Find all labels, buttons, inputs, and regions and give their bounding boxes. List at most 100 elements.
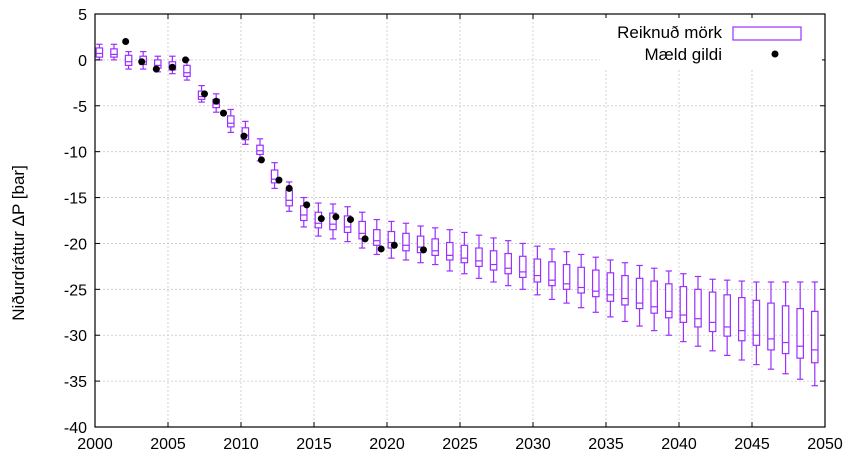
y-tick-label: 5: [78, 7, 87, 24]
box-35: [606, 259, 615, 318]
measured-point: [361, 235, 369, 243]
box-26: [475, 234, 483, 279]
x-tick-label: 2040: [661, 436, 697, 453]
x-tick-label: 2025: [442, 436, 478, 453]
box-body: [737, 296, 746, 342]
measured-point: [275, 176, 283, 184]
y-tick-label: -25: [64, 282, 87, 299]
x-tick-label: 2015: [296, 436, 332, 453]
box-39: [664, 270, 673, 336]
box-body: [270, 169, 279, 184]
x-tick-label: 2010: [223, 436, 259, 453]
box-body: [416, 235, 425, 254]
x-tick-label: 2020: [369, 436, 405, 453]
measured-point: [317, 215, 325, 223]
box-1: [110, 43, 118, 61]
box-body: [548, 261, 556, 287]
legend-background: [600, 18, 822, 68]
box-36: [621, 262, 629, 323]
box-body: [694, 288, 702, 328]
box-body: [664, 283, 673, 319]
x-tick-label: 2000: [77, 436, 113, 453]
grid: [95, 14, 825, 427]
box-body: [183, 64, 191, 78]
y-axis-title: Niðurdráttur ΔP [bar]: [9, 165, 28, 321]
box-body: [256, 144, 264, 156]
box-19: [372, 218, 381, 256]
box-body: [124, 54, 133, 66]
box-body: [796, 308, 804, 359]
box-12: [270, 162, 279, 189]
y-tick-label: -35: [64, 374, 87, 391]
box-4: [153, 55, 162, 73]
box-body: [621, 274, 629, 306]
box-body: [445, 241, 454, 261]
box-25: [460, 231, 469, 275]
box-2: [124, 51, 133, 70]
legend-label-box: Reiknuð mörk: [617, 23, 722, 42]
x-tick-label: 2035: [588, 436, 624, 453]
box-body: [562, 263, 571, 290]
box-body: [752, 299, 761, 346]
measured-point: [122, 38, 130, 46]
box-body: [781, 305, 790, 355]
x-tick-label: 2050: [807, 436, 843, 453]
y-tick-label: -5: [73, 99, 87, 116]
box-20: [387, 220, 396, 259]
measured-point: [285, 184, 293, 192]
box-body: [679, 285, 688, 323]
measured-point: [347, 216, 354, 224]
box-body: [226, 115, 235, 128]
box-38: [650, 267, 658, 332]
legend-swatch-box: [732, 26, 802, 41]
box-16: [329, 203, 337, 240]
box-33: [577, 253, 585, 309]
measured-point: [212, 97, 220, 105]
box-17: [343, 206, 352, 243]
measured-point: [219, 109, 227, 117]
box-44: [737, 280, 746, 361]
box-body: [489, 250, 498, 271]
box-48: [796, 281, 804, 380]
measured-point: [332, 213, 340, 221]
y-tick-label: -15: [64, 191, 87, 208]
legend-marker-points: [771, 50, 779, 58]
box-22: [416, 225, 425, 264]
y-tick-label: -40: [64, 420, 87, 437]
box-body: [606, 272, 615, 302]
box-28: [504, 240, 512, 287]
box-body: [387, 230, 396, 249]
y-tick-label: -20: [64, 236, 87, 253]
box-body: [329, 212, 337, 231]
x-tick-label: 2045: [734, 436, 770, 453]
box-body: [343, 215, 352, 234]
box-body: [285, 189, 293, 207]
box-46: [767, 281, 775, 370]
box-body: [533, 258, 542, 283]
measured-point: [257, 156, 265, 164]
box-40: [679, 273, 688, 343]
box-9: [226, 108, 235, 133]
box-43: [723, 279, 731, 357]
x-tick-label: 2005: [150, 436, 186, 453]
x-tick-label: 2030: [515, 436, 551, 453]
box-30: [533, 245, 542, 296]
box-body: [460, 244, 469, 264]
measured-point: [182, 56, 190, 64]
legend: Reiknuð mörk Mæld gildi: [600, 18, 822, 68]
box-49: [810, 281, 819, 387]
box-37: [635, 264, 644, 327]
box-body: [723, 294, 731, 337]
point-series: [122, 38, 427, 254]
y-axis: 5 0 -5 -10 -15 -20 -25 -30 -35 -40: [64, 7, 825, 437]
box-body: [95, 47, 104, 58]
measured-point: [138, 58, 146, 66]
box-series: [95, 43, 819, 387]
box-27: [489, 237, 498, 283]
box-body: [402, 232, 410, 252]
box-body: [650, 280, 658, 314]
box-body: [577, 266, 585, 294]
box-34: [591, 256, 600, 313]
measured-point: [240, 132, 248, 140]
